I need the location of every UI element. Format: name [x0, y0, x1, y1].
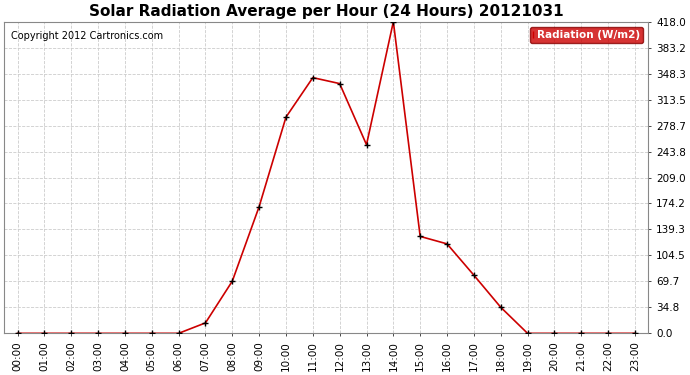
Title: Solar Radiation Average per Hour (24 Hours) 20121031: Solar Radiation Average per Hour (24 Hou…	[89, 4, 564, 19]
Text: Copyright 2012 Cartronics.com: Copyright 2012 Cartronics.com	[10, 31, 163, 41]
Legend: Radiation (W/m2): Radiation (W/m2)	[529, 27, 643, 43]
